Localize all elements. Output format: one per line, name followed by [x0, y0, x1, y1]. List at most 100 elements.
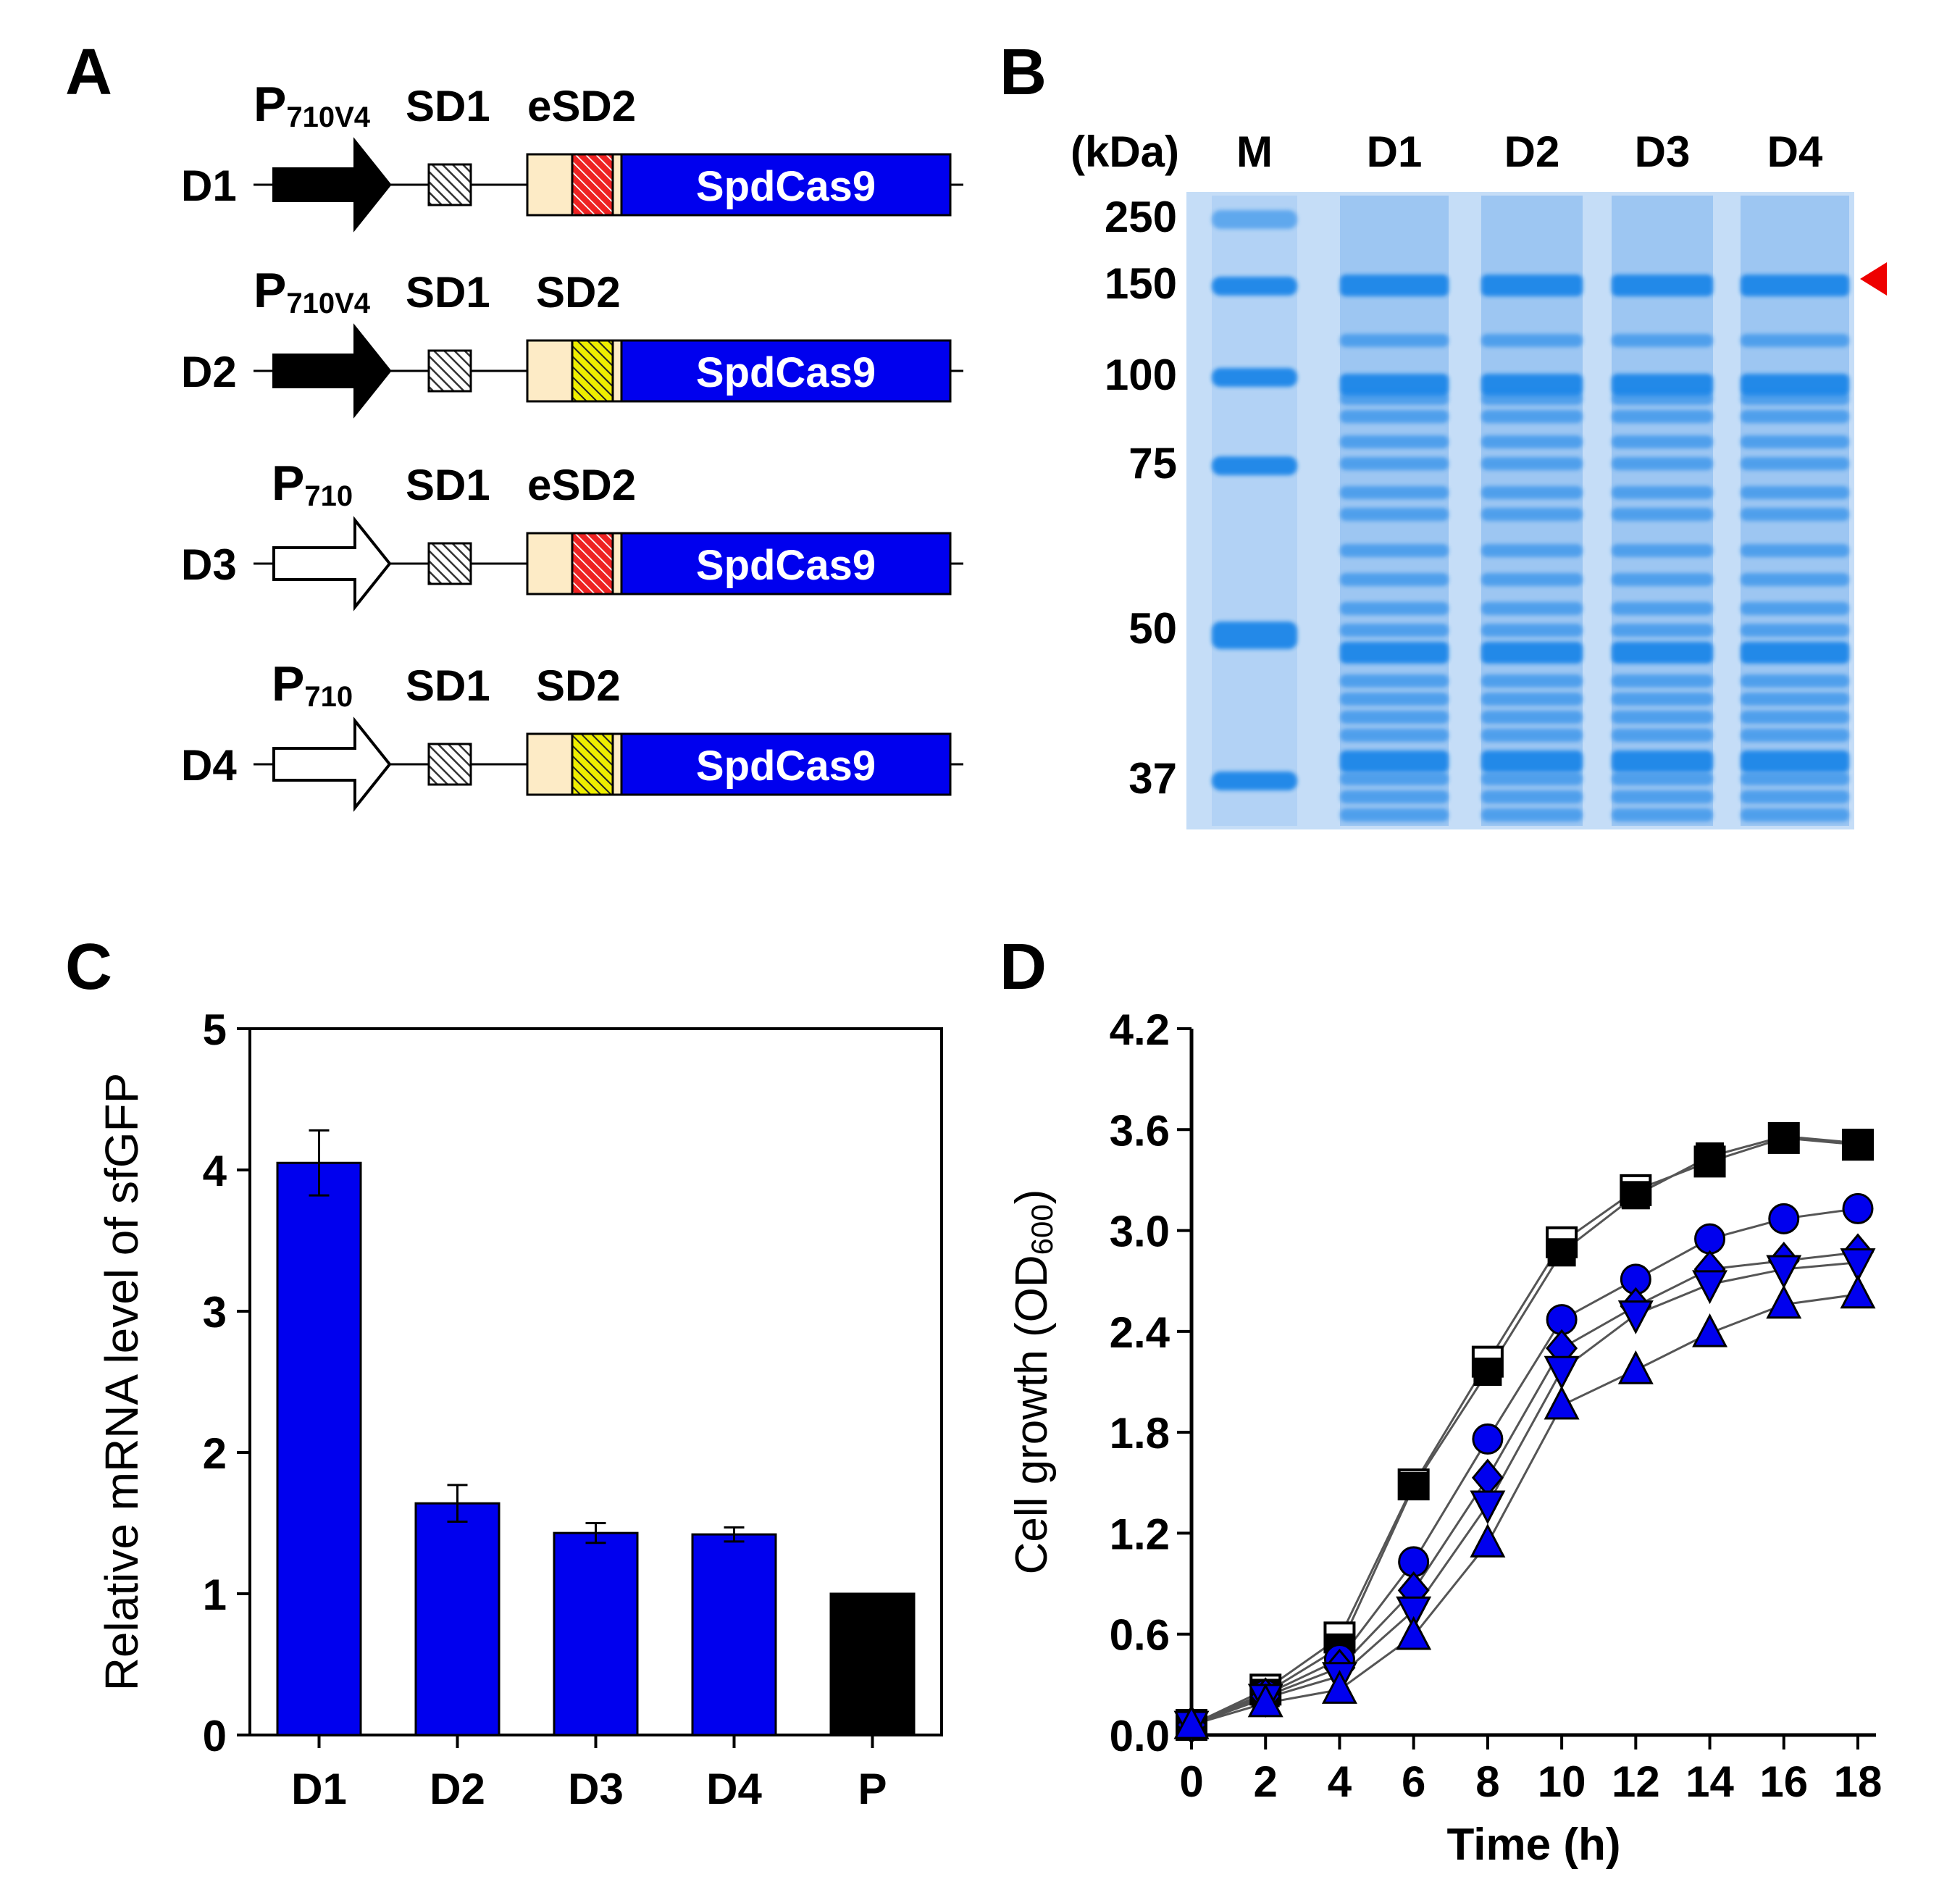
data-point: [1399, 1471, 1428, 1500]
protein-band: [1340, 544, 1449, 557]
y-tick-label: 0.6: [1110, 1611, 1170, 1660]
protein-band: [1481, 508, 1583, 521]
sd1-label: SD1: [406, 268, 490, 317]
panel-c-bar-chart: 0 1 2 3 4 5 Relative mRNA level of sfGFP D1 D2 D3…: [96, 1006, 943, 1813]
marker-band: [1212, 210, 1297, 229]
weak-promoter-arrow: [272, 716, 392, 812]
data-point: [1470, 1523, 1506, 1558]
protein-band: [1340, 410, 1449, 423]
protein-band: [1481, 772, 1583, 785]
construct-d4: P710 SD1 SD2 D4 SpdCas9: [181, 656, 963, 812]
protein-band: [1741, 486, 1849, 499]
marker-size-label: 75: [1128, 439, 1177, 488]
sd1-label: SD1: [406, 461, 490, 509]
x-tick-label: 12: [1612, 1757, 1660, 1806]
y-tick-label: 1.2: [1110, 1510, 1170, 1558]
construct-name: D1: [181, 162, 237, 210]
bar-d1: [276, 1161, 362, 1736]
protein-band: [1481, 751, 1583, 772]
protein-band: [1612, 602, 1713, 615]
protein-band: [1481, 334, 1583, 347]
gel-lane-d4: [1741, 196, 1849, 826]
sd2-label: eSD2: [527, 461, 636, 509]
panel-b-gel: (kDa) M D1 D2 D3 D4 250 150 100 75 50 37: [1071, 127, 1887, 829]
lane-label-d1: D1: [1367, 127, 1423, 176]
data-point: [1694, 1223, 1726, 1255]
x-tick-label: D2: [430, 1765, 485, 1813]
protein-band: [1612, 275, 1713, 296]
sd1-label: SD1: [406, 661, 490, 710]
marker-size-label: 150: [1105, 259, 1177, 308]
esd2-box: [571, 532, 614, 595]
protein-band: [1612, 729, 1713, 742]
protein-band: [1612, 457, 1713, 470]
series-markers-circle-blue: [1176, 1192, 1874, 1741]
promoter-label: P710V4: [254, 263, 371, 319]
protein-band: [1340, 711, 1449, 724]
data-point: [1173, 1705, 1210, 1739]
y-axis-label: Relative mRNA level of sfGFP: [96, 1073, 148, 1692]
y-tick-label: 4.2: [1110, 1006, 1170, 1054]
protein-band: [1741, 790, 1849, 803]
protein-band: [1741, 392, 1849, 405]
gene-box: [620, 339, 952, 403]
series-line-square-open: [1191, 1137, 1859, 1726]
protein-band: [1340, 334, 1449, 347]
protein-band: [1340, 808, 1449, 822]
bar-p: [829, 1592, 916, 1736]
protein-band: [1741, 729, 1849, 742]
panel-label-a: A: [65, 36, 112, 109]
protein-band: [1481, 392, 1583, 405]
data-point: [1768, 1203, 1800, 1234]
y-tick-label: 5: [203, 1006, 227, 1054]
promoter-sub: 710: [304, 480, 353, 512]
y-axis-label-part: ): [1007, 1190, 1057, 1205]
protein-band: [1340, 751, 1449, 772]
gene-label: SpdCas9: [696, 542, 876, 589]
sd2-label: SD2: [536, 268, 621, 317]
protein-band: [1741, 711, 1849, 724]
sd2-label: eSD2: [527, 82, 636, 130]
data-point: [1396, 1596, 1432, 1631]
promoter-label: P710: [272, 656, 353, 713]
y-tick-label: 3.0: [1110, 1208, 1170, 1256]
data-point: [1840, 1274, 1876, 1309]
protein-band: [1481, 486, 1583, 499]
protein-band: [1612, 374, 1713, 396]
protein-band: [1340, 275, 1449, 296]
protein-band: [1741, 808, 1849, 822]
protein-band: [1612, 642, 1713, 664]
data-point: [1696, 1142, 1725, 1171]
esd2-box: [571, 153, 614, 217]
marker-band: [1212, 277, 1297, 296]
lane-label-d2: D2: [1504, 127, 1560, 176]
protein-band: [1340, 729, 1449, 742]
promoter-main: P: [254, 263, 286, 318]
marker-size-label: 37: [1128, 754, 1177, 803]
gel-unit-label: (kDa): [1071, 127, 1179, 176]
data-point: [1544, 1355, 1580, 1390]
series-markers-square-open: [1176, 1121, 1874, 1742]
cas9-band-arrowhead: [1860, 262, 1887, 296]
construct-name: D4: [181, 741, 237, 790]
protein-band: [1481, 729, 1583, 742]
panel-d-growth-chart: 0.0 0.6 1.2 1.8 2.4 3.0 3.6 4.2 0 2 4 6 8 10 12 14 16 18 T…: [1007, 1006, 1882, 1870]
protein-band: [1741, 624, 1849, 637]
y-axis-label-part: Cell growth (OD: [1007, 1255, 1057, 1574]
marker-band: [1212, 368, 1297, 387]
protein-band: [1612, 674, 1713, 687]
protein-band: [1481, 457, 1583, 470]
sd1-box: [427, 743, 472, 786]
sd2-box: [571, 339, 614, 403]
protein-band: [1612, 508, 1713, 521]
series-markers-square-black: [1177, 1122, 1872, 1739]
protein-band: [1481, 374, 1583, 396]
x-tick-label: 8: [1475, 1757, 1499, 1806]
protein-band: [1612, 410, 1713, 423]
protein-band: [1612, 435, 1713, 448]
promoter-main: P: [272, 656, 304, 711]
data-point: [1621, 1181, 1650, 1210]
strong-promoter-arrow: [272, 137, 392, 233]
protein-band: [1741, 374, 1849, 396]
protein-band: [1481, 711, 1583, 724]
